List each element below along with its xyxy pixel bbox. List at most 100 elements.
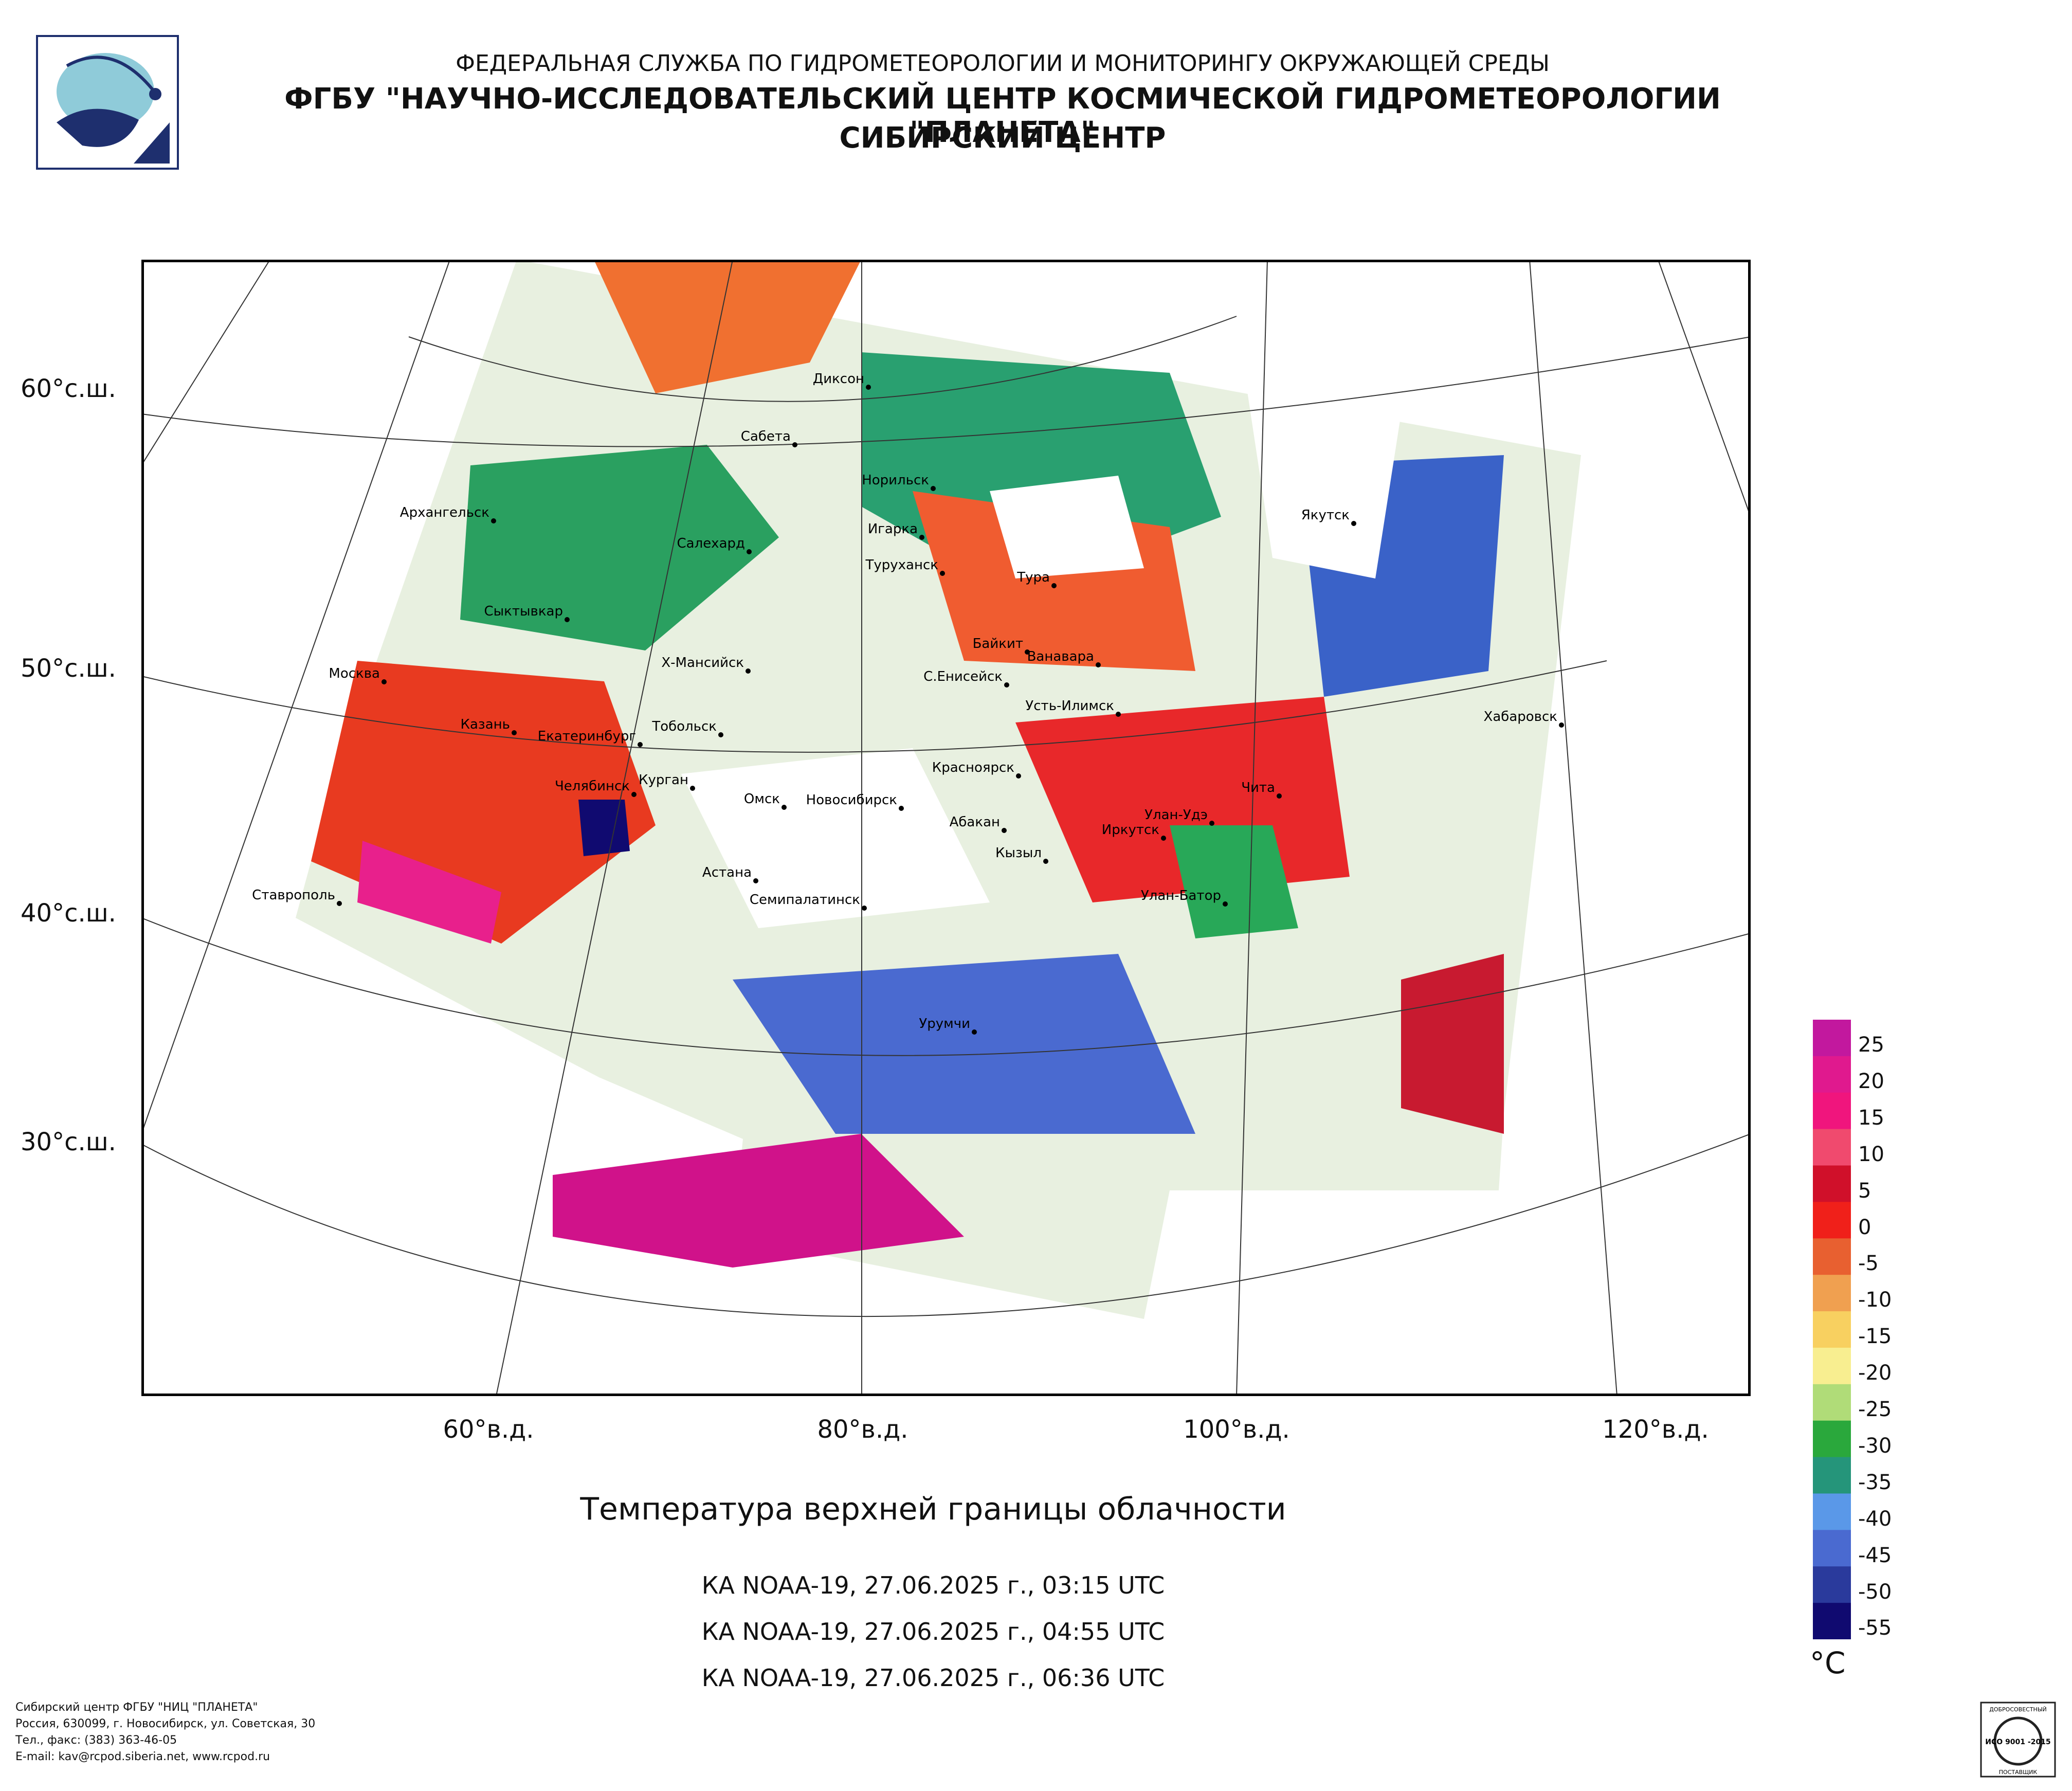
city-dot (1043, 859, 1048, 864)
scale-swatch (1813, 1129, 1851, 1166)
scale-swatch (1813, 1311, 1851, 1348)
city-dot (781, 805, 787, 810)
city-dot (631, 792, 637, 797)
lon-label-80: 80°в.д. (817, 1415, 908, 1444)
city-dot (972, 1029, 977, 1035)
scale-tick-label: -50 (1858, 1580, 1892, 1604)
city-dot (931, 486, 936, 491)
city-dot (1002, 828, 1007, 833)
city-label: Кызыл (995, 845, 1042, 861)
scale-tick-label: -10 (1858, 1288, 1892, 1312)
scale-swatch (1813, 1238, 1851, 1275)
scale-tick-label: -25 (1858, 1398, 1892, 1421)
scale-tick-label: -30 (1858, 1434, 1892, 1458)
city-dot (919, 535, 924, 540)
city-label: Сыктывкар (484, 604, 563, 619)
graticule (141, 260, 1751, 1396)
city-dot (1559, 722, 1564, 728)
city-label: Норильск (862, 473, 929, 488)
city-label: Улан-Батор (1141, 888, 1221, 903)
scale-swatch (1813, 1530, 1851, 1567)
scale-tick-label: -45 (1858, 1543, 1892, 1567)
city-dot (718, 732, 723, 737)
scale-tick-label: -5 (1858, 1252, 1879, 1276)
lat-label-60: 60°с.ш. (21, 374, 116, 403)
agency-name: ФЕДЕРАЛЬНАЯ СЛУЖБА ПО ГИДРОМЕТЕОРОЛОГИИ … (456, 50, 1550, 77)
scale-swatch (1813, 1202, 1851, 1239)
city-label: С.Енисейск (923, 669, 1003, 684)
iso-certificate-badge: ДОБРОСОВЕСТНЫЙ ИСО 9001 -2015 ПОСТАВЩИК (1980, 1702, 2056, 1778)
city-label: Иркутск (1102, 822, 1159, 838)
footer-phone: Тел., факс: (383) 363-46-05 (15, 1734, 177, 1747)
lon-label-120: 120°в.д. (1602, 1415, 1709, 1444)
temperature-unit: °C (1810, 1645, 1846, 1680)
city-dot (792, 442, 797, 447)
map-title: Температура верхней границы облачности (580, 1491, 1286, 1527)
city-dot (1277, 793, 1282, 799)
planeta-logo (36, 35, 179, 170)
city-label: Туруханск (865, 557, 938, 573)
city-label: Екатеринбург (538, 729, 636, 744)
temperature-color-scale (1813, 1020, 1851, 1639)
scale-swatch (1813, 1275, 1851, 1312)
lon-label-100: 100°в.д. (1183, 1415, 1290, 1444)
city-dot (747, 549, 752, 554)
footer-contacts: E-mail: kav@rcpod.siberia.net, www.rcpod… (15, 1750, 270, 1763)
scale-tick-label: -40 (1858, 1507, 1892, 1531)
city-label: Новосибирск (806, 792, 897, 808)
city-dot (1116, 712, 1121, 717)
city-label: Улан-Удэ (1144, 807, 1208, 823)
city-label: Сабета (741, 429, 791, 444)
city-dot (1051, 583, 1057, 588)
city-dot (690, 786, 695, 791)
city-label: Хабаровск (1484, 709, 1557, 725)
city-dot (1004, 682, 1009, 688)
cert-main-text: ИСО 9001 -2015 (1985, 1738, 2050, 1746)
city-label: Салехард (677, 536, 745, 551)
satellite-swath (296, 260, 1581, 1319)
scale-swatch (1813, 1493, 1851, 1530)
satellite-pass-2: КА NOAA-19, 27.06.2025 г., 04:55 UTC (701, 1618, 1165, 1645)
city-label: Абакан (950, 815, 1000, 830)
city-dot (1161, 836, 1166, 841)
city-dot (940, 571, 945, 576)
scale-swatch (1813, 1092, 1851, 1130)
lat-label-40: 40°с.ш. (21, 899, 116, 928)
scale-tick-label: 25 (1858, 1033, 1884, 1057)
city-dot (899, 806, 904, 811)
city-label: Якутск (1301, 508, 1350, 523)
city-dot (1096, 662, 1101, 667)
scale-swatch (1813, 1420, 1851, 1458)
scale-swatch (1813, 1603, 1851, 1639)
scale-tick-label: 20 (1858, 1069, 1884, 1093)
city-label: Урумчи (919, 1016, 970, 1032)
city-dot (1016, 773, 1021, 779)
city-dot (491, 518, 496, 523)
city-label: Тура (1016, 570, 1050, 585)
city-label: Диксон (813, 371, 864, 387)
scale-swatch (1813, 1020, 1851, 1057)
city-label: Омск (744, 791, 780, 807)
scale-swatch (1813, 1384, 1851, 1421)
scale-swatch (1813, 1056, 1851, 1093)
lon-label-60: 60°в.д. (443, 1415, 534, 1444)
city-label: Игарка (868, 521, 918, 537)
city-label: Усть-Илимск (1025, 698, 1114, 714)
city-label: Красноярск (932, 760, 1014, 775)
cert-top-text: ДОБРОСОВЕСТНЫЙ (1989, 1706, 2047, 1713)
city-label: Казань (461, 717, 510, 732)
city-dot (1351, 521, 1356, 526)
city-label: Москва (329, 666, 380, 681)
scale-tick-label: -35 (1858, 1470, 1892, 1494)
footer-address: Россия, 630099, г. Новосибирск, ул. Сове… (15, 1717, 316, 1730)
city-dot (1025, 649, 1030, 655)
city-label: Чита (1241, 780, 1275, 795)
city-label: Ставрополь (252, 888, 335, 903)
scale-tick-label: 0 (1858, 1215, 1871, 1239)
city-label: Семипалатинск (750, 892, 860, 908)
scale-tick-label: -15 (1858, 1325, 1892, 1349)
city-dot (862, 906, 867, 911)
city-label: Курган (639, 772, 688, 788)
city-dot (512, 730, 517, 735)
city-markers: Диксон Сабета Норильск Игарка Архангельск Сал… (252, 371, 1564, 1035)
